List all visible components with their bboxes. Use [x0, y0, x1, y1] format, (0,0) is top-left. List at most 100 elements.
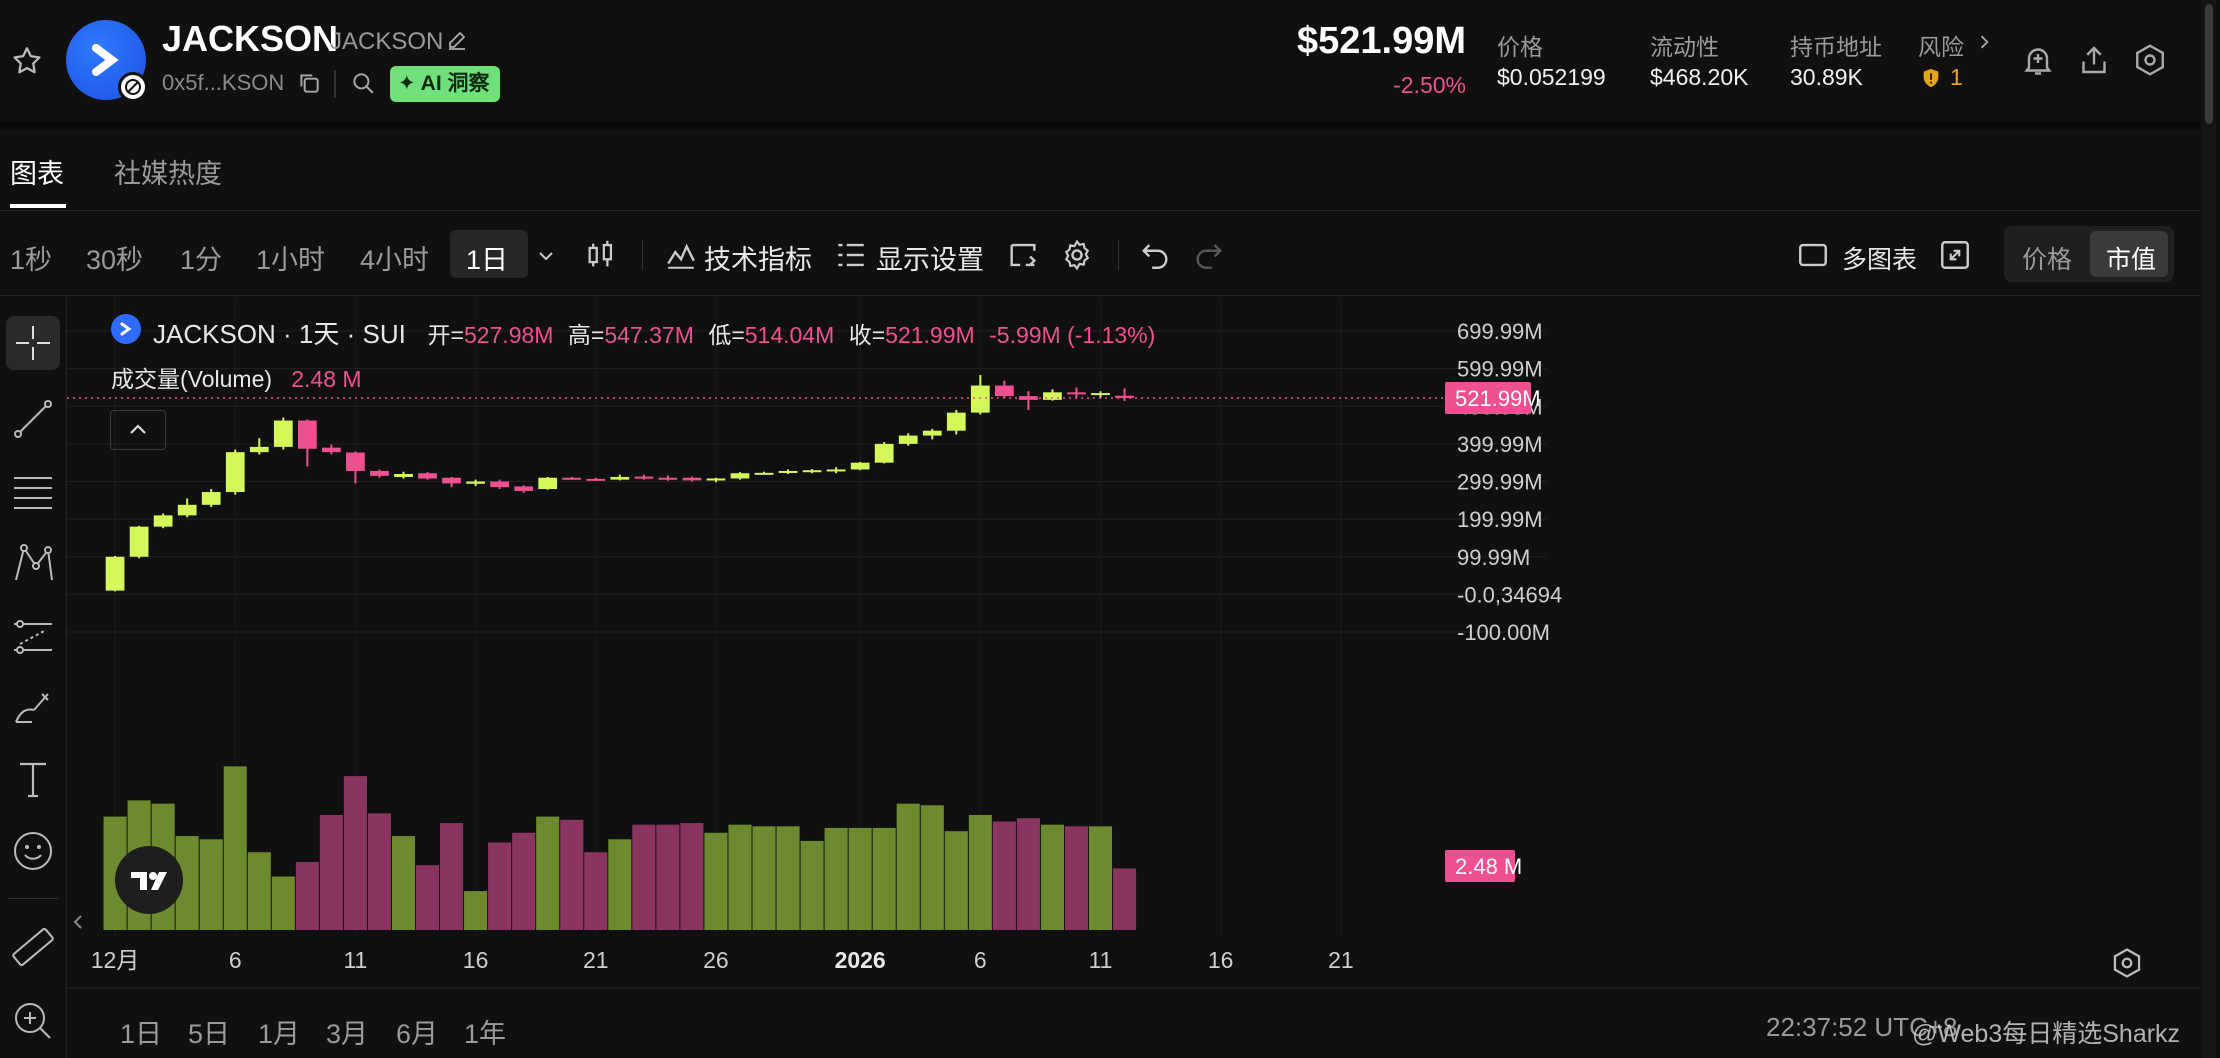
fib-tool[interactable]	[6, 464, 60, 518]
timeframe-active-bg	[450, 230, 528, 278]
x-tick-label: 16	[463, 947, 489, 973]
mcap-toggle-button[interactable]: 市值	[2106, 246, 2157, 274]
tab-chart[interactable]: 图表	[10, 159, 64, 189]
y-tick-label: -100.00M	[1457, 620, 1550, 645]
candle-body	[1115, 395, 1134, 398]
pattern-tool[interactable]	[6, 536, 60, 590]
candle-body	[394, 473, 413, 477]
range-1d[interactable]: 1日	[120, 1019, 163, 1049]
drawing-toolbar	[0, 298, 67, 1058]
volume-bar	[920, 805, 944, 930]
candle-body	[225, 452, 245, 493]
multi-chart-button[interactable]: 多图表	[1842, 246, 1918, 274]
legend-change: -5.99M (-1.13%)	[989, 322, 1156, 348]
chart-settings-hex-icon[interactable]	[2110, 946, 2144, 980]
range-1m[interactable]: 1月	[258, 1019, 301, 1049]
volume-bar	[896, 803, 920, 930]
fullscreen-icon[interactable]	[1938, 238, 1972, 272]
liquidity-stat-value: $468.20K	[1650, 64, 1749, 90]
last-price-tag-label: 521.99M	[1455, 386, 1541, 411]
watermark-text: @Web3每日精选Sharkz	[1912, 1020, 2181, 1048]
tradingview-logo[interactable]	[115, 846, 183, 914]
x-tick-label: 26	[703, 947, 729, 973]
candle-body	[322, 447, 341, 453]
candle-body	[730, 473, 750, 479]
legend-collapse-button[interactable]	[110, 410, 166, 450]
ai-insight-label: AI 洞察	[420, 72, 490, 95]
volume-bar	[343, 776, 367, 930]
candle-body	[538, 477, 558, 490]
range-5d[interactable]: 5日	[188, 1019, 231, 1049]
text-icon	[20, 762, 46, 798]
price-stat-label: 价格	[1497, 34, 1543, 60]
volume-bar	[944, 831, 968, 930]
share-icon[interactable]	[2076, 42, 2112, 78]
volume-bar	[824, 827, 848, 930]
text-tool[interactable]	[6, 752, 60, 806]
volume-bar	[992, 821, 1016, 930]
ruler-tool[interactable]	[6, 920, 60, 974]
page-scrollbar[interactable]	[2202, 0, 2216, 1058]
timeframe-4h[interactable]: 4小时	[360, 245, 430, 275]
gear-icon[interactable]	[1060, 238, 1094, 272]
volume-bar	[1088, 826, 1113, 930]
brush-icon	[15, 693, 49, 723]
ai-insight-button[interactable]: ✦ AI 洞察	[390, 66, 500, 102]
candle-body	[418, 473, 437, 479]
x-tick-label: 6	[974, 947, 987, 973]
emoji-tool[interactable]	[6, 824, 60, 878]
timeframe-1s[interactable]: 1秒	[10, 245, 53, 275]
copy-icon[interactable]	[296, 70, 322, 96]
prediction-tool[interactable]	[6, 608, 60, 662]
undo-icon[interactable]	[1138, 238, 1172, 272]
range-1y[interactable]: 1年	[464, 1019, 507, 1049]
price-chart[interactable]: 699.99M599.99M499.99M399.99M299.99M199.9…	[67, 298, 2200, 998]
crosshair-tool[interactable]	[6, 316, 60, 370]
legend-close-label: 收=	[848, 322, 886, 348]
display-settings-icon[interactable]	[834, 238, 868, 272]
timezone-readout[interactable]: 22:37:52 UTC+8	[1766, 1012, 1958, 1042]
zoom-tool[interactable]	[6, 994, 60, 1048]
timeframe-1h[interactable]: 1小时	[256, 245, 326, 275]
price-toggle-button[interactable]: 价格	[2022, 246, 2073, 274]
star-icon[interactable]	[10, 44, 44, 78]
candle-type-icon[interactable]	[584, 238, 618, 272]
risk-button[interactable]: 风险	[1918, 24, 1992, 60]
edit-icon[interactable]	[445, 28, 469, 52]
candle-body	[706, 478, 726, 481]
chart-area[interactable]: 699.99M599.99M499.99M399.99M299.99M199.9…	[67, 298, 2200, 998]
x-tick-label: 21	[1328, 947, 1354, 973]
volume-bar	[1040, 824, 1064, 930]
market-cap-change: -2.50%	[1393, 72, 1466, 98]
timeframe-30s[interactable]: 30秒	[86, 245, 144, 275]
timeframe-1m[interactable]: 1分	[180, 245, 223, 275]
bell-add-icon[interactable]	[2020, 42, 2056, 78]
range-6m[interactable]: 6月	[396, 1019, 439, 1049]
smiley-icon	[14, 832, 52, 870]
scrollbar-thumb[interactable]	[2205, 4, 2213, 124]
chevron-down-icon[interactable]	[534, 244, 558, 268]
display-settings-button[interactable]: 显示设置	[876, 245, 984, 275]
hexagon-settings-icon[interactable]	[2132, 42, 2168, 78]
y-tick-label: 699.99M	[1457, 319, 1543, 344]
replay-icon[interactable]	[1006, 238, 1040, 272]
timeframe-1d[interactable]: 1日	[466, 245, 509, 275]
indicators-icon[interactable]	[664, 238, 698, 272]
pattern-icon	[15, 544, 53, 581]
candle-body	[490, 481, 510, 488]
indicators-button[interactable]: 技术指标	[704, 245, 812, 275]
collapse-sidebar-icon[interactable]	[70, 912, 86, 932]
range-3m[interactable]: 3月	[326, 1019, 369, 1049]
token-avatar	[66, 20, 146, 100]
search-icon[interactable]	[350, 70, 376, 96]
multi-chart-icon[interactable]	[1796, 238, 1830, 272]
redo-icon[interactable]	[1192, 238, 1226, 272]
tab-social-heat[interactable]: 社媒热度	[114, 159, 222, 189]
volume-bar	[199, 839, 223, 930]
legend-high-label: 高=	[567, 322, 605, 348]
candle-body	[658, 477, 678, 480]
trend-line-tool[interactable]	[6, 392, 60, 446]
volume-bar	[632, 824, 656, 930]
brush-tool[interactable]	[6, 680, 60, 734]
volume-bar	[415, 865, 440, 930]
